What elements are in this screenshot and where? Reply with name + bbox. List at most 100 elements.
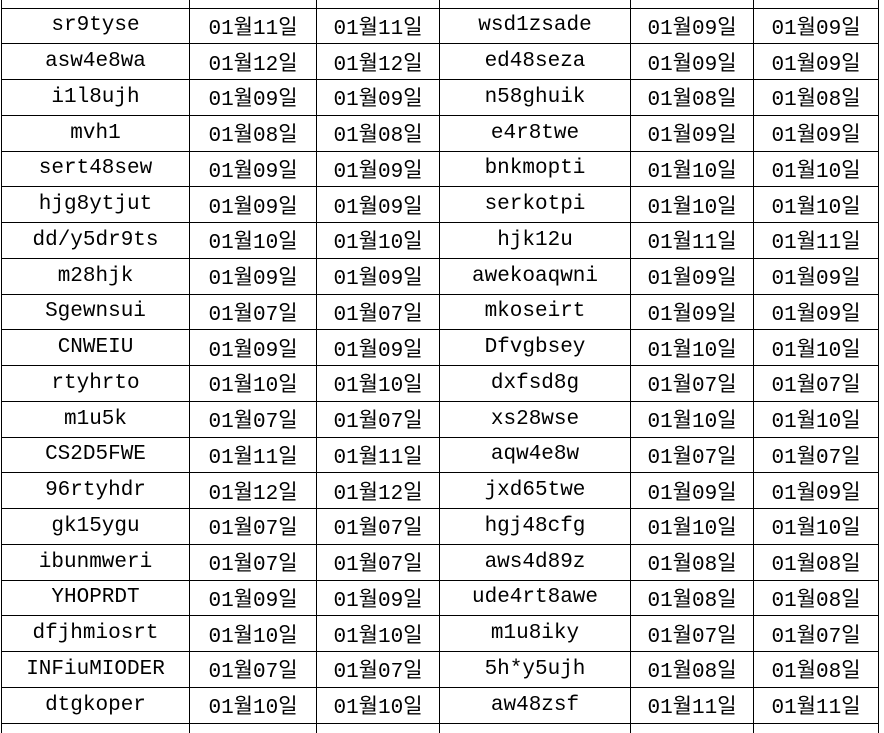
id-cell: m1u5k [1,400,190,438]
empty-cell [630,0,754,9]
date-cell: 01월09일 [753,43,879,80]
table-row: Sgewnsui 01월07일 01월07일 mkoseirt 01월09일 01월09일 [1,293,879,331]
date-cell: 01월10일 [316,615,440,652]
date-cell: 01월07일 [316,293,440,331]
date-cell: 01월11일 [316,436,440,474]
id-cell: sert48sew [1,150,190,188]
table-row: dd/y5dr9ts 01월10일 01월10일 hjk12u 01월11일 01월11일 [1,222,879,259]
table-filler-top [1,0,879,9]
date-cell: 01월09일 [630,293,754,331]
table-row: YHOPRDT 01월09일 01월09일 ude4rt8awe 01월08일 01월08… [1,579,879,617]
date-cell: 01월11일 [630,222,754,259]
id-cell: n58ghuik [439,79,631,116]
id-cell: hjg8ytjut [1,186,190,223]
date-cell: 01월10일 [753,329,879,366]
date-cell: 01월08일 [753,651,879,688]
date-cell: 01월09일 [316,329,440,366]
date-cell: 01월09일 [630,472,754,509]
table-row: 96rtyhdr 01월12일 01월12일 jxd65twe 01월09일 01월09일 [1,472,879,509]
date-cell: 01월07일 [316,543,440,581]
date-cell: 01월09일 [630,7,754,45]
date-cell: 01월07일 [189,400,317,438]
date-cell: 01월09일 [630,114,754,152]
date-cell: 01월10일 [630,186,754,223]
date-cell: 01월10일 [753,186,879,223]
date-cell: 01월09일 [316,150,440,188]
id-cell: ude4rt8awe [439,579,631,617]
id-cell: rtyhrto [1,365,190,402]
date-cell: 01월08일 [316,114,440,152]
table-row: mvh1 01월08일 01월08일 e4r8twe 01월09일 01월09일 [1,114,879,152]
table-row: CNWEIU 01월09일 01월09일 Dfvgbsey 01월10일 01월10일 [1,329,879,366]
date-cell: 01월07일 [316,651,440,688]
date-cell: 01월09일 [189,150,317,188]
date-cell: 01월09일 [316,186,440,223]
id-cell: CS2D5FWE [1,436,190,474]
date-cell: 01월07일 [189,543,317,581]
id-cell: 96rtyhdr [1,472,190,509]
date-cell: 01월10일 [630,329,754,366]
date-cell: 01월10일 [316,365,440,402]
date-cell: 01월08일 [753,543,879,581]
date-cell: 01월08일 [189,114,317,152]
empty-cell [189,722,317,733]
id-cell: bnkmopti [439,150,631,188]
date-cell: 01월09일 [630,257,754,295]
id-cell: i1l8ujh [1,79,190,116]
date-cell: 01월08일 [630,79,754,116]
table-filler-bottom [1,722,879,733]
date-cell: 01월10일 [189,615,317,652]
table-row: m1u5k 01월07일 01월07일 xs28wse 01월10일 01월10일 [1,400,879,438]
date-cell: 01월10일 [753,150,879,188]
date-cell: 01월09일 [753,472,879,509]
table-row: CS2D5FWE 01월11일 01월11일 aqw4e8w 01월07일 01월07일 [1,436,879,474]
id-cell: dxfsd8g [439,365,631,402]
id-cell: dtgkoper [1,686,190,724]
id-cell: m1u8iky [439,615,631,652]
date-cell: 01월09일 [189,257,317,295]
id-cell: ed48seza [439,43,631,80]
table-row: gk15ygu 01월07일 01월07일 hgj48cfg 01월10일 01월10일 [1,508,879,545]
date-cell: 01월08일 [753,79,879,116]
id-cell: YHOPRDT [1,579,190,617]
id-cell: gk15ygu [1,508,190,545]
table-row: i1l8ujh 01월09일 01월09일 n58ghuik 01월08일 01월08일 [1,79,879,116]
id-cell: aqw4e8w [439,436,631,474]
date-cell: 01월09일 [316,257,440,295]
date-cell: 01월10일 [630,508,754,545]
date-cell: 01월12일 [189,472,317,509]
id-cell: aw48zsf [439,686,631,724]
date-cell: 01월10일 [316,686,440,724]
id-cell: dfjhmiosrt [1,615,190,652]
empty-cell [316,722,440,733]
id-cell: mkoseirt [439,293,631,331]
id-cell: hjk12u [439,222,631,259]
id-cell: jxd65twe [439,472,631,509]
date-cell: 01월10일 [630,400,754,438]
date-cell: 01월09일 [189,329,317,366]
id-cell: INFiuMIODER [1,651,190,688]
date-cell: 01월10일 [189,365,317,402]
date-cell: 01월11일 [189,7,317,45]
date-cell: 01월07일 [630,365,754,402]
id-cell: mvh1 [1,114,190,152]
date-cell: 01월07일 [753,365,879,402]
date-cell: 01월10일 [189,222,317,259]
date-cell: 01월07일 [753,436,879,474]
date-cell: 01월09일 [630,43,754,80]
empty-cell [439,0,631,9]
table-body: sr9tyse 01월11일 01월11일 wsd1zsade 01월09일 01월09일… [1,7,879,724]
date-cell: 01월11일 [316,7,440,45]
date-cell: 01월09일 [316,79,440,116]
date-cell: 01월10일 [316,222,440,259]
empty-cell [753,722,879,733]
id-cell: serkotpi [439,186,631,223]
empty-cell [1,722,190,733]
table-row: INFiuMIODER 01월07일 01월07일 5h*y5ujh 01월08일 01월… [1,651,879,688]
id-cell: awekoaqwni [439,257,631,295]
date-cell: 01월11일 [753,222,879,259]
date-cell: 01월11일 [753,686,879,724]
date-cell: 01월07일 [316,400,440,438]
date-cell: 01월12일 [316,472,440,509]
